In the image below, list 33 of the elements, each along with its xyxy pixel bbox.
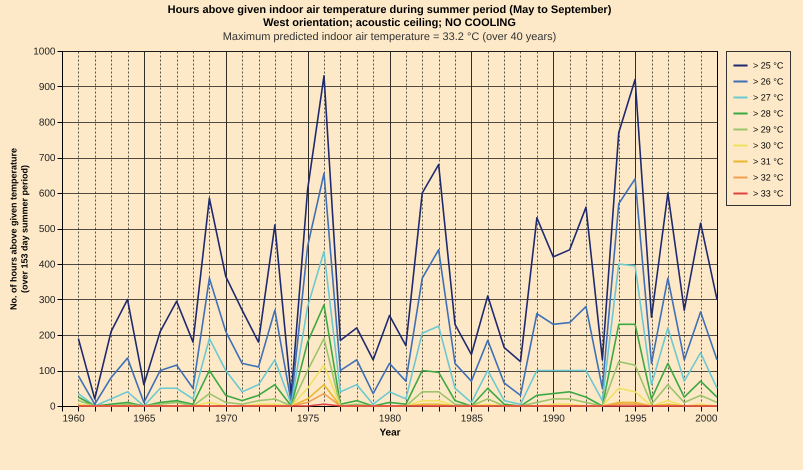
legend-label: > 32 °C: [753, 172, 784, 182]
legend-label: > 26 °C: [753, 76, 784, 86]
y-tick-label: 800: [38, 118, 56, 128]
legend-label: > 33 °C: [753, 188, 784, 198]
chart-subtitle: Maximum predicted indoor air temperature = 33.2 °C (over 40 years): [222, 31, 556, 43]
x-tick-label: 1980: [378, 414, 402, 424]
y-tick-label: 500: [38, 224, 56, 235]
y-tick-label: 300: [38, 295, 56, 306]
legend-label: > 27 °C: [753, 92, 784, 102]
x-tick-label: 1965: [133, 414, 156, 424]
x-tick-label: 1995: [624, 414, 648, 424]
legend-label: > 28 °C: [753, 108, 784, 118]
x-tick-label: 1985: [460, 414, 484, 424]
legend-label: > 31 °C: [753, 156, 784, 166]
x-tick-label: 2000: [695, 414, 718, 424]
x-tick-label: 1970: [215, 414, 238, 424]
x-tick-label: 1960: [62, 414, 86, 424]
y-tick-label: 400: [38, 260, 56, 270]
legend-label: > 25 °C: [753, 60, 784, 70]
legend-label: > 30 °C: [753, 140, 784, 150]
y-tick-label: 200: [38, 330, 56, 342]
y-tick-label: 0: [50, 402, 56, 412]
chart-title: Hours above given indoor air temperature during summer period (May to September) West orientation; acoustic ceiling; NO COOLING: [168, 4, 612, 29]
y-tick-label: 900: [38, 82, 56, 93]
y-axis-title: No. of hours above given temperature (over 153 day summer period): [8, 148, 30, 310]
x-tick-label: 1990: [542, 414, 566, 424]
y-tick-label: 100: [38, 366, 56, 377]
y-tick-label: 700: [38, 153, 56, 164]
x-tick-label: 1975: [297, 414, 320, 424]
y-tick-label: 1000: [33, 46, 56, 58]
legend-label: > 29 °C: [753, 124, 784, 134]
x-axis-title: Year: [379, 428, 401, 438]
y-tick-label: 600: [38, 188, 56, 200]
